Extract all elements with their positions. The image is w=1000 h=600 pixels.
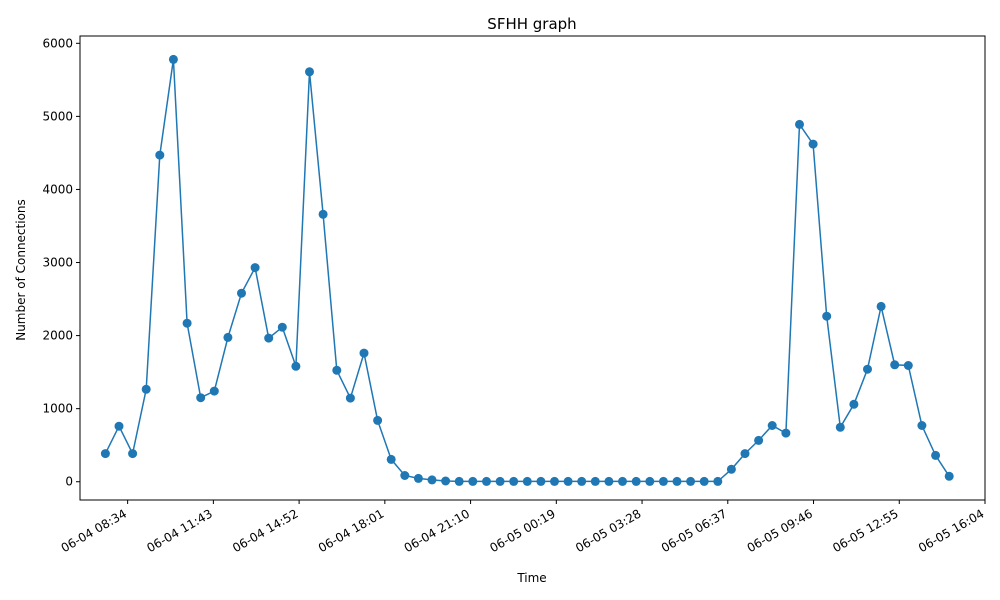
x-tick-label: 06-04 08:34 [59,506,129,555]
x-tick-label: 06-05 00:19 [487,506,557,555]
data-point [509,476,519,486]
data-point [713,476,723,486]
data-point [522,476,532,486]
data-point [318,209,328,219]
data-point [359,348,369,358]
data-point [699,476,709,486]
data-point [686,476,696,486]
data-point [196,393,206,403]
y-tick-label: 1000 [42,402,73,416]
data-point [468,476,478,486]
data-point [223,332,233,342]
data-point [577,476,587,486]
data-point [944,471,954,481]
data-point [563,476,573,486]
data-point [345,393,355,403]
data-point [277,322,287,332]
data-point [495,476,505,486]
data-point [413,473,423,483]
data-point [332,365,342,375]
x-tick-label: 06-04 21:10 [402,506,472,555]
x-tick-label: 06-05 16:04 [916,506,986,555]
plot-area [79,35,986,501]
data-point [237,288,246,298]
data-point [482,476,491,486]
data-point [767,421,777,430]
data-point [645,476,655,486]
data-point [264,333,274,343]
data-point [155,150,165,160]
x-tick-label: 06-05 12:55 [830,506,900,555]
data-point [658,476,668,486]
data-point [250,263,260,273]
data-point [386,454,396,464]
data-point [550,476,559,486]
data-point [672,476,682,486]
y-tick-label: 6000 [42,36,73,50]
data-point [835,422,845,432]
series-line [104,59,950,483]
data-point [168,54,178,64]
data-point [536,476,546,486]
data-point [441,476,451,486]
x-axis: 06-04 08:34 06-04 11:43 06-04 14:52 06-04 1… [59,500,987,555]
y-axis-label: Number of Connections [14,199,28,341]
data-point [781,428,791,438]
data-point [291,361,301,371]
chart-title: SFHH graph [487,15,576,33]
plot-frame [79,35,986,501]
data-point [182,318,192,328]
y-tick-label: 0 [65,475,73,489]
data-point [903,361,913,370]
y-axis: 0 1000 2000 3000 4000 5000 6000 [42,36,80,489]
data-point [890,360,900,370]
x-tick-label: 06-04 11:43 [144,506,214,555]
data-point [726,464,736,474]
data-point [931,450,941,460]
data-point [808,139,818,149]
x-tick-label: 06-05 09:46 [745,506,815,555]
data-point [822,311,832,321]
data-point [305,67,314,77]
data-point [740,449,750,459]
data-point [795,119,804,129]
x-tick-label: 06-04 14:52 [230,506,300,555]
x-tick-label: 06-05 03:28 [573,506,643,555]
data-point [754,435,764,445]
data-point [427,475,437,485]
data-point [863,364,872,374]
data-point [114,421,124,431]
y-tick-label: 5000 [42,109,73,123]
data-point [373,415,383,425]
y-tick-label: 2000 [42,329,73,343]
x-axis-label: Time [516,571,546,585]
data-point [454,476,464,486]
data-point [618,476,627,486]
data-point [400,471,410,480]
data-point [604,476,614,486]
data-point [876,301,886,311]
data-point [849,399,859,409]
data-point [100,449,110,459]
y-tick-label: 3000 [42,256,73,270]
data-point [917,421,927,430]
data-point [590,476,600,486]
x-tick-label: 06-05 06:37 [659,506,729,555]
data-point [209,386,219,396]
data-point [128,449,138,459]
x-tick-label: 06-04 18:01 [316,506,386,555]
data-point [631,476,641,486]
data-point [141,384,151,394]
y-tick-label: 4000 [42,182,73,196]
